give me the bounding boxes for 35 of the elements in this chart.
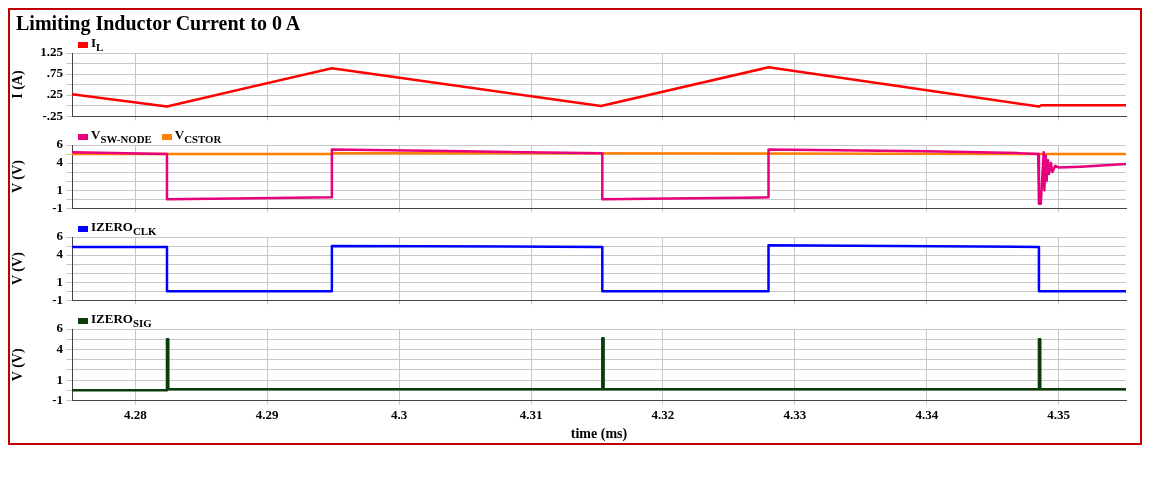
y-tick-label: .75 bbox=[46, 65, 64, 81]
y-tick-label: -.25 bbox=[42, 107, 64, 123]
y-tick-label: -1 bbox=[52, 291, 63, 307]
y-tick-label: 4 bbox=[56, 340, 64, 356]
y-tick-label: -1 bbox=[52, 391, 63, 407]
y-tick-label: 1 bbox=[56, 273, 63, 289]
y-tick-label: 4 bbox=[56, 246, 64, 262]
y-tick-label: -1 bbox=[52, 199, 63, 215]
y-tick-label: .25 bbox=[46, 86, 64, 102]
x-tick-label: 4.28 bbox=[123, 406, 148, 422]
y-axis-title: V (V) bbox=[10, 251, 27, 285]
y-tick-label: 6 bbox=[56, 228, 64, 244]
y-tick-label: 1 bbox=[56, 181, 63, 197]
legend-label: V$_{CSTOR}$ bbox=[174, 127, 222, 147]
y-axis-title: V (V) bbox=[10, 348, 27, 382]
y-tick-label: 1 bbox=[56, 371, 63, 387]
legend-label: V$_{SW-NODE}$ bbox=[91, 127, 152, 147]
y-tick-label: 4 bbox=[56, 154, 64, 170]
x-tick-label: 4.32 bbox=[651, 406, 675, 422]
x-tick-label: 4.29 bbox=[255, 406, 280, 422]
x-tick-label: 4.33 bbox=[783, 406, 807, 422]
legend-label: IZERO$_{CLK}$ bbox=[91, 219, 157, 239]
y-tick-label: 6 bbox=[56, 320, 64, 336]
x-tick-label: 4.31 bbox=[519, 406, 543, 422]
x-tick-label: 4.3 bbox=[391, 406, 408, 422]
legend-label: IZERO$_{SIG}$ bbox=[91, 311, 152, 331]
y-tick-label: 1.25 bbox=[40, 44, 64, 60]
y-tick-label: 6 bbox=[56, 136, 64, 152]
x-axis-title: time (ms) bbox=[570, 426, 628, 443]
x-tick-label: 4.35 bbox=[1047, 406, 1071, 422]
x-tick-label: 4.34 bbox=[915, 406, 939, 422]
y-axis-title: V (V) bbox=[10, 159, 27, 193]
legend-label: I$_{L}$ bbox=[91, 35, 104, 55]
chart-title: Limiting Inductor Current to 0 A bbox=[15, 11, 302, 35]
y-axis-title: I (A) bbox=[10, 70, 27, 99]
